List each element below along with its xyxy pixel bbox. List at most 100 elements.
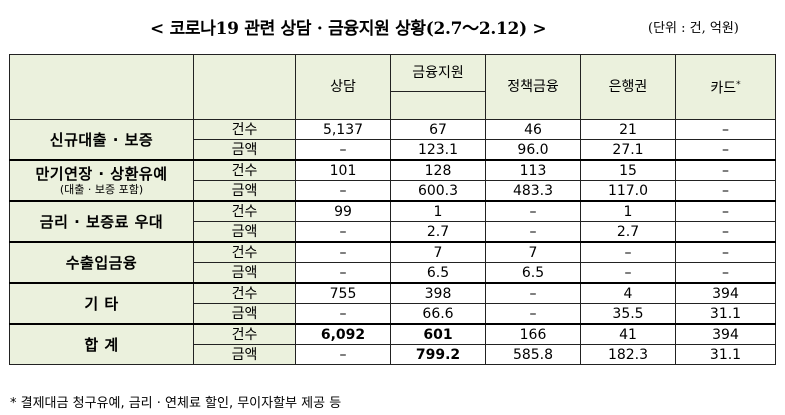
cell-policy-count: 46 [485,119,581,140]
header-blank-category [9,54,194,120]
cell-bank-count: 1 [580,200,676,222]
unit-note: (단위 : 건, 억원) [648,21,739,36]
cell-policy-amount: – [485,303,581,325]
category-name: 수출입금융 [65,253,138,272]
cell-bank-count: 21 [580,119,676,140]
cell-card-amount: – [675,221,776,243]
table-row: 신규대출 · 보증 건수 5,137 67 46 21– [9,119,776,161]
cell-card-count: 394 [675,323,776,345]
table-row: 만기연장 · 상환유예 (대출 · 보증 포함) 건수 101 128 113 15– [9,159,776,202]
cell-policy-count: 113 [485,159,581,181]
category-name: 신규대출 · 보증 [49,130,154,149]
category-cell: 신규대출 · 보증 [9,119,194,161]
cell-consult-count: 755 [295,282,391,304]
cell-consult-amount: – [295,262,391,284]
cell-bank-amount: 117.0 [580,180,676,202]
cell-card-count: – [675,241,776,263]
cell-policy-amount: 585.8 [485,344,581,365]
cell-bank-amount: – [580,262,676,284]
cell-consult-amount: – [295,344,391,365]
table-row: 수출입금융 건수 –7 7– – [9,241,776,284]
cell-finance-amount: 600.3 [390,180,486,202]
cell-policy-count: 166 [485,323,581,345]
table-row: 기 타 건수 755 398–4 394 [9,282,776,325]
metric-label-amount: 금액 [193,180,296,202]
cell-bank-count: 4 [580,282,676,304]
cell-bank-amount: 27.1 [580,139,676,161]
cell-finance-count: 67 [390,119,486,140]
cell-card-count: – [675,119,776,140]
cell-finance-amount: 799.2 [390,344,486,365]
table-row: 금액 –66.6–35.5 31.1 [10,303,776,325]
cell-consult-count: – [295,241,391,263]
finance-support-table: 상담 금융지원 정책금융 은행권 카드* 신규대출 · 보증 건수 5,137 67 4… [9,54,776,365]
category-cell: 금리 · 보증료 우대 [9,200,194,243]
table-row: 합 계 건수 6,092 601 166 41 394 [9,323,776,365]
cell-finance-amount: 66.6 [390,303,486,325]
cell-policy-count: 7 [485,241,581,263]
cell-finance-count: 1 [390,200,486,222]
cell-policy-amount: 96.0 [485,139,581,161]
cell-finance-count: 128 [390,159,486,181]
cell-policy-count: – [485,282,581,304]
table-row: 금액 –799.2 585.8 182.3 31.1 [10,344,776,365]
metric-label-amount: 금액 [193,221,296,243]
cell-policy-amount: 483.3 [485,180,581,202]
title-bar: < 코로나19 관련 상담 · 금융지원 상황(2.7～2.12) > (단위 … [0,8,785,40]
cell-consult-count: 6,092 [295,323,391,345]
header-finance: 금융지원 [390,54,486,92]
table-row: 금리 · 보증료 우대 건수 99 1–1– [9,200,776,243]
cell-bank-amount: 35.5 [580,303,676,325]
category-cell: 합 계 [9,323,194,365]
cell-card-amount: – [675,139,776,161]
cell-bank-count: 41 [580,323,676,345]
header-consult: 상담 [295,54,391,120]
header-card-mark: * [736,80,741,91]
header-card: 카드* [675,54,776,120]
metric-label-amount: 금액 [193,139,296,161]
header-card-label: 카드 [710,80,737,97]
cell-card-count: – [675,159,776,181]
cell-consult-count: 101 [295,159,391,181]
footnote: * 결제대금 청구유예, 금리 · 연체료 할인, 무이자할부 제공 등 [10,396,342,411]
header-blank-metric [193,54,296,120]
cell-consult-amount: – [295,139,391,161]
cell-card-count: – [675,200,776,222]
cell-card-count: 394 [675,282,776,304]
cell-finance-count: 7 [390,241,486,263]
table-body: 신규대출 · 보증 건수 5,137 67 46 21– 금액 –123.1 96.0 27.1–… [9,119,776,365]
header-policy: 정책금융 [485,54,581,120]
category-name: 합 계 [84,335,119,354]
cell-card-amount: 31.1 [675,303,776,325]
cell-card-amount: 31.1 [675,344,776,365]
cell-policy-amount: – [485,221,581,243]
table-row: 금액 –2.7–2.7– [10,221,776,243]
category-cell: 만기연장 · 상환유예 (대출 · 보증 포함) [9,159,194,202]
cell-bank-amount: 182.3 [580,344,676,365]
category-name: 만기연장 · 상환유예 [35,164,168,183]
cell-card-amount: – [675,180,776,202]
category-cell: 수출입금융 [9,241,194,284]
metric-label-amount: 금액 [193,303,296,325]
cell-finance-amount: 2.7 [390,221,486,243]
cell-consult-amount: – [295,180,391,202]
category-name: 금리 · 보증료 우대 [39,212,164,231]
metric-label-count: 건수 [193,159,296,181]
metric-label-count: 건수 [193,119,296,140]
metric-label-count: 건수 [193,200,296,222]
metric-label-count: 건수 [193,323,296,345]
cell-card-amount: – [675,262,776,284]
metric-label-count: 건수 [193,282,296,304]
cell-consult-amount: – [295,221,391,243]
cell-policy-amount: 6.5 [485,262,581,284]
table-row: 금액 –123.1 96.0 27.1– [10,139,776,161]
metric-label-count: 건수 [193,241,296,263]
cell-bank-count: – [580,241,676,263]
category-subtitle: (대출 · 보증 포함) [59,182,144,196]
cell-finance-amount: 6.5 [390,262,486,284]
cell-finance-count: 398 [390,282,486,304]
metric-label-amount: 금액 [193,262,296,284]
metric-label-amount: 금액 [193,344,296,365]
cell-bank-count: 15 [580,159,676,181]
cell-consult-count: 99 [295,200,391,222]
